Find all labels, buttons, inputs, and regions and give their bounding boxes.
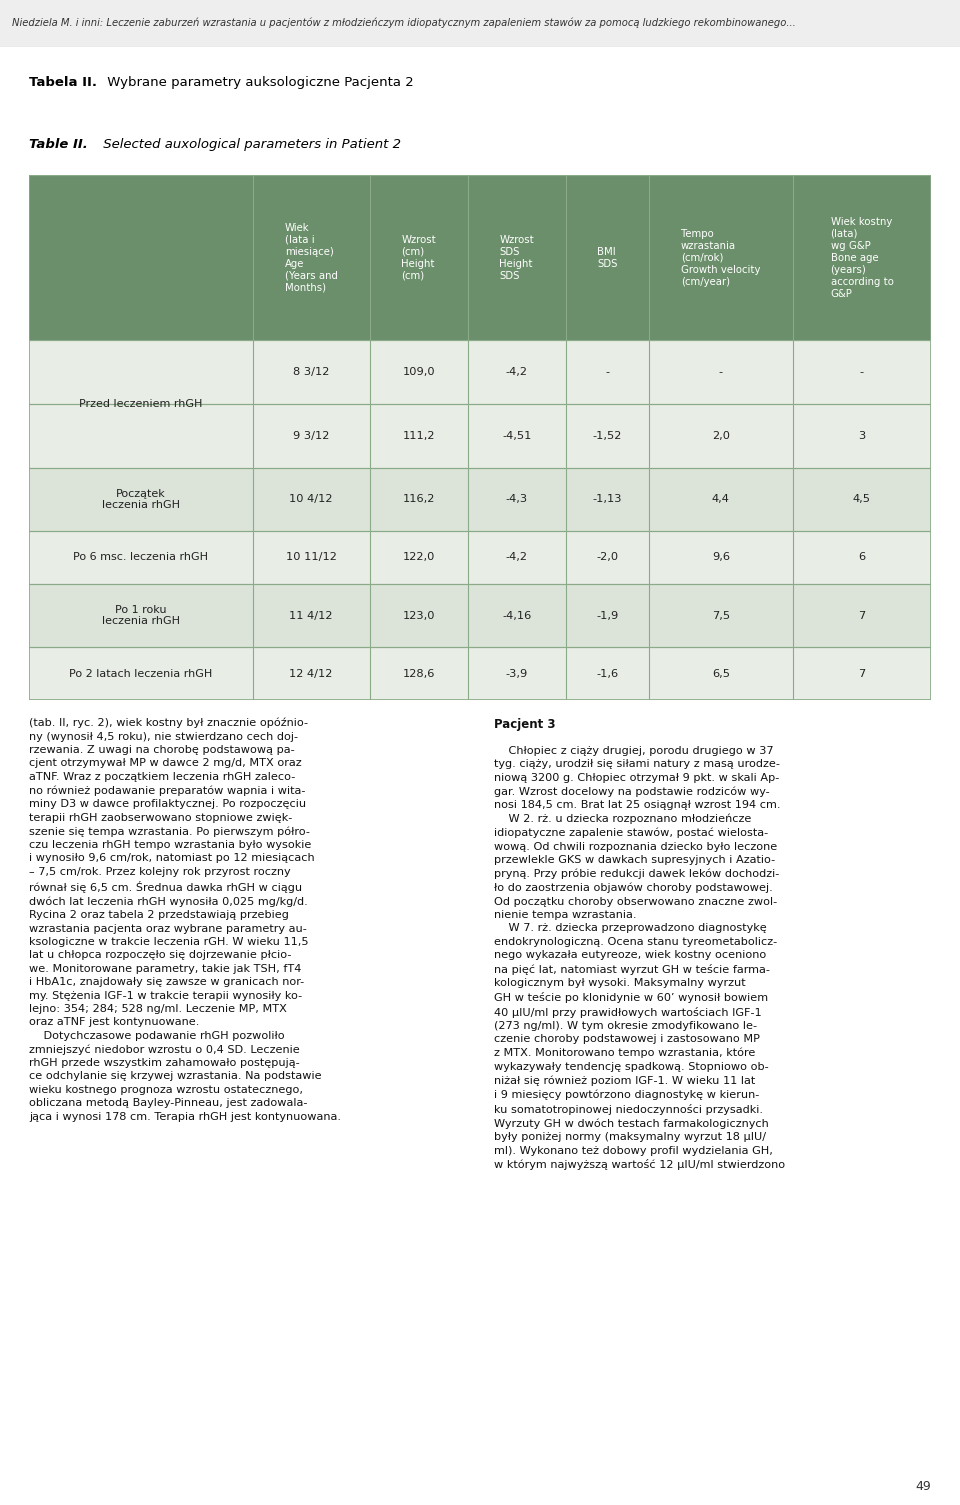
Text: 4,4: 4,4 <box>712 495 730 504</box>
Text: 9 3/12: 9 3/12 <box>293 430 329 441</box>
Text: 128,6: 128,6 <box>402 668 435 679</box>
Text: Pacjent 3: Pacjent 3 <box>494 718 556 731</box>
Text: Table II.: Table II. <box>29 138 87 151</box>
Bar <box>29 340 931 403</box>
Text: Selected auxological parameters in Patient 2: Selected auxological parameters in Patie… <box>99 138 401 151</box>
Text: (tab. II, ryc. 2), wiek kostny był znacznie opóźnio-
ny (wynosił 4,5 roku), nie : (tab. II, ryc. 2), wiek kostny był znacz… <box>29 718 341 1121</box>
Text: 4,5: 4,5 <box>852 495 871 504</box>
Bar <box>29 647 931 700</box>
Text: -4,16: -4,16 <box>502 611 532 620</box>
Text: 3: 3 <box>858 430 866 441</box>
Text: -: - <box>719 367 723 378</box>
Text: Po 6 msc. leczenia rhGH: Po 6 msc. leczenia rhGH <box>73 552 208 563</box>
Text: 109,0: 109,0 <box>402 367 435 378</box>
Text: -: - <box>860 367 864 378</box>
Text: 12 4/12: 12 4/12 <box>290 668 333 679</box>
Text: -: - <box>605 367 610 378</box>
Text: Tempo
wzrastania
(cm/rok)
Growth velocity
(cm/year): Tempo wzrastania (cm/rok) Growth velocit… <box>681 229 760 286</box>
Text: Początek
leczenia rhGH: Początek leczenia rhGH <box>102 489 180 510</box>
Text: -4,2: -4,2 <box>506 552 528 563</box>
Text: Niedziela M. i inni: Leczenie zaburzeń wzrastania u pacjentów z młodzieńczym idi: Niedziela M. i inni: Leczenie zaburzeń w… <box>12 17 795 27</box>
Text: 6: 6 <box>858 552 866 563</box>
Text: -2,0: -2,0 <box>596 552 618 563</box>
Text: 10 11/12: 10 11/12 <box>286 552 337 563</box>
Text: Po 2 latach leczenia rhGH: Po 2 latach leczenia rhGH <box>69 668 212 679</box>
Text: Wiek kostny
(lata)
wg G&P
Bone age
(years)
according to
G&P: Wiek kostny (lata) wg G&P Bone age (year… <box>830 217 894 298</box>
Text: 116,2: 116,2 <box>402 495 435 504</box>
Text: Wiek
(lata i
miesiące)
Age
(Years and
Months): Wiek (lata i miesiące) Age (Years and Mo… <box>285 223 338 292</box>
Text: 49: 49 <box>916 1479 931 1493</box>
Text: 11 4/12: 11 4/12 <box>289 611 333 620</box>
Text: -1,13: -1,13 <box>592 495 622 504</box>
Text: 7: 7 <box>858 668 866 679</box>
Text: -1,6: -1,6 <box>596 668 618 679</box>
Text: -3,9: -3,9 <box>506 668 528 679</box>
Bar <box>29 403 931 468</box>
Text: Wzrost
SDS
Height
SDS: Wzrost SDS Height SDS <box>499 235 534 280</box>
Text: Tabela II.: Tabela II. <box>29 77 97 89</box>
Text: -4,51: -4,51 <box>502 430 532 441</box>
Text: 6,5: 6,5 <box>711 668 730 679</box>
Text: 123,0: 123,0 <box>402 611 435 620</box>
Text: -1,9: -1,9 <box>596 611 618 620</box>
Text: 7: 7 <box>858 611 866 620</box>
Text: Wybrane parametry auksologiczne Pacjenta 2: Wybrane parametry auksologiczne Pacjenta… <box>103 77 414 89</box>
Text: 9,6: 9,6 <box>711 552 730 563</box>
Text: 10 4/12: 10 4/12 <box>289 495 333 504</box>
Text: 111,2: 111,2 <box>402 430 435 441</box>
Text: 122,0: 122,0 <box>402 552 435 563</box>
Text: -4,2: -4,2 <box>506 367 528 378</box>
Bar <box>29 584 931 647</box>
Text: Po 1 roku
leczenia rhGH: Po 1 roku leczenia rhGH <box>102 605 180 626</box>
Text: Wzrost
(cm)
Height
(cm): Wzrost (cm) Height (cm) <box>401 235 436 280</box>
Bar <box>29 531 931 584</box>
Text: BMI
SDS: BMI SDS <box>597 247 617 268</box>
Text: -1,52: -1,52 <box>592 430 622 441</box>
Bar <box>29 175 931 340</box>
Text: 8 3/12: 8 3/12 <box>293 367 329 378</box>
Text: 7,5: 7,5 <box>711 611 730 620</box>
Text: -4,3: -4,3 <box>506 495 528 504</box>
Text: 2,0: 2,0 <box>711 430 730 441</box>
Text: Przed leczeniem rhGH: Przed leczeniem rhGH <box>79 399 203 409</box>
Bar <box>29 468 931 531</box>
Text: Chłopiec z ciąży drugiej, porodu drugiego w 37
tyg. ciąży, urodził się siłami na: Chłopiec z ciąży drugiej, porodu drugieg… <box>494 746 785 1171</box>
